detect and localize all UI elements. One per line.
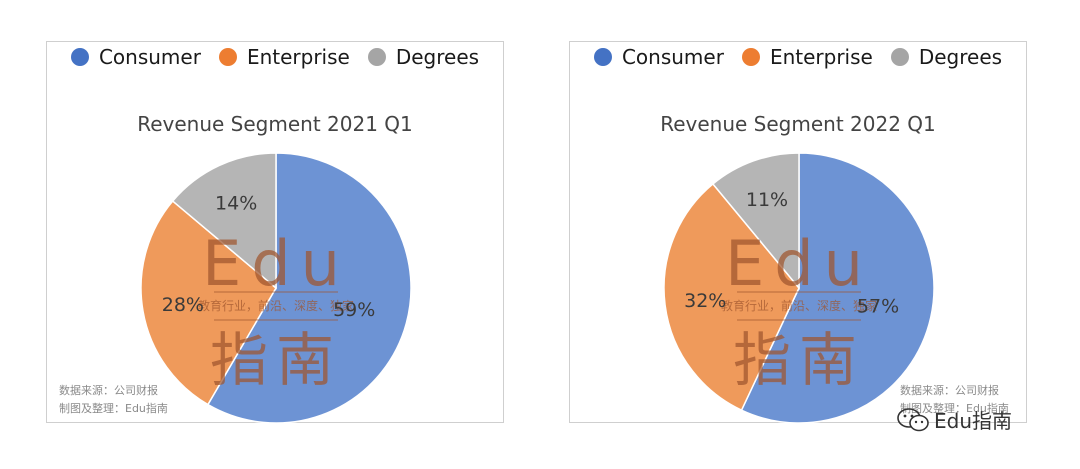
legend-label-degrees: Degrees [395, 45, 480, 69]
legend-swatch-consumer [593, 48, 612, 66]
source-line-data: 数据来源：公司财报 [900, 384, 999, 397]
legend-item-consumer: Consumer [70, 45, 201, 69]
watermark-cjk: 指南 [733, 326, 865, 394]
watermark-cjk: 指南 [210, 326, 342, 394]
legend-swatch-degrees [890, 48, 909, 66]
source-line-credit: 制图及整理：Edu指南 [900, 402, 1009, 415]
watermark-latin: Edu [202, 227, 350, 300]
source-note: 数据来源：公司财报 制图及整理：Edu指南 [900, 382, 1009, 418]
pie-label-degrees: 14% [215, 192, 257, 214]
pie-label-degrees: 11% [746, 189, 788, 211]
legend-label-enterprise: Enterprise [246, 45, 350, 69]
legend-swatch-degrees [367, 48, 386, 66]
legend-item-degrees: Degrees [367, 45, 480, 69]
pie-slice-consumer [740, 152, 935, 424]
pie-label-consumer: 57% [857, 296, 899, 318]
legend-swatch-consumer [70, 48, 89, 66]
wechat-icon [897, 407, 929, 431]
watermark-latin: Edu [725, 227, 873, 300]
chart-panel-2022: Consumer Enterprise Degrees Revenue Segm… [569, 41, 1027, 424]
chart-title: Revenue Segment 2022 Q1 [660, 112, 936, 136]
legend-label-degrees: Degrees [918, 45, 1003, 69]
pie-label-enterprise: 32% [684, 290, 726, 312]
legend: Consumer Enterprise Degrees [47, 42, 503, 72]
legend-swatch-enterprise [218, 48, 237, 66]
legend-label-consumer: Consumer [621, 45, 724, 69]
legend-label-enterprise: Enterprise [769, 45, 873, 69]
pie-label-enterprise: 28% [162, 294, 204, 316]
pie-slice-enterprise [140, 199, 277, 406]
wechat-label: Edu指南 [934, 409, 1013, 433]
source-note: 数据来源：公司财报 制图及整理：Edu指南 [59, 382, 168, 418]
legend-label-consumer: Consumer [98, 45, 201, 69]
legend-swatch-enterprise [741, 48, 760, 66]
pie-slice-degrees [171, 152, 277, 290]
wechat-attribution: Edu指南 [896, 405, 1012, 434]
source-line-data: 数据来源：公司财报 [59, 384, 158, 397]
legend: Consumer Enterprise Degrees [570, 42, 1026, 72]
legend-item-degrees: Degrees [890, 45, 1003, 69]
legend-item-consumer: Consumer [593, 45, 724, 69]
legend-item-enterprise: Enterprise [741, 45, 873, 69]
pie-slice-enterprise [663, 182, 800, 412]
source-line-credit: 制图及整理：Edu指南 [59, 402, 168, 415]
pie-slice-degrees [711, 152, 800, 291]
watermark-tagline: 教育行业，前沿、深度、独家 [721, 298, 877, 313]
legend-item-enterprise: Enterprise [218, 45, 350, 69]
pie-label-consumer: 59% [333, 299, 375, 321]
pie-slice-consumer [206, 152, 412, 424]
watermark-tagline: 教育行业，前沿、深度、独家 [198, 298, 354, 313]
chart-title: Revenue Segment 2021 Q1 [137, 112, 413, 136]
chart-panel-2021: Consumer Enterprise Degrees Revenue Segm… [46, 41, 504, 424]
